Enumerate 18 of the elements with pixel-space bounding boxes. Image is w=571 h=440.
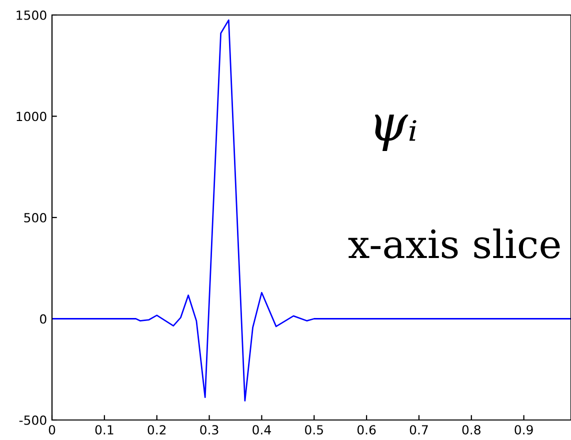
x-tick-label: 0.8 <box>462 425 480 435</box>
x-tick-label: 0.6 <box>357 425 376 435</box>
annotation: ψᵢ <box>375 114 416 151</box>
x-tick-label: 0.3 <box>200 425 218 435</box>
x-tick-label: 0.7 <box>410 425 428 435</box>
y-tick-label: 1000 <box>16 112 46 122</box>
y-tick-label: 1500 <box>16 10 46 20</box>
y-tick-label: 500 <box>24 212 46 222</box>
x-tick-label: 0 <box>48 425 56 435</box>
x-tick-label: 0.9 <box>514 425 533 435</box>
x-tick-label: 0.2 <box>148 425 166 435</box>
y-tick-label: -500 <box>19 415 46 425</box>
x-tick-label: 0.4 <box>252 425 271 435</box>
x-tick-label: 0.5 <box>305 425 323 435</box>
annotation: x-axis slice <box>348 228 560 259</box>
y-tick-label: 0 <box>40 314 46 324</box>
x-tick-label: 0.1 <box>95 425 114 435</box>
line-series <box>52 19 571 402</box>
